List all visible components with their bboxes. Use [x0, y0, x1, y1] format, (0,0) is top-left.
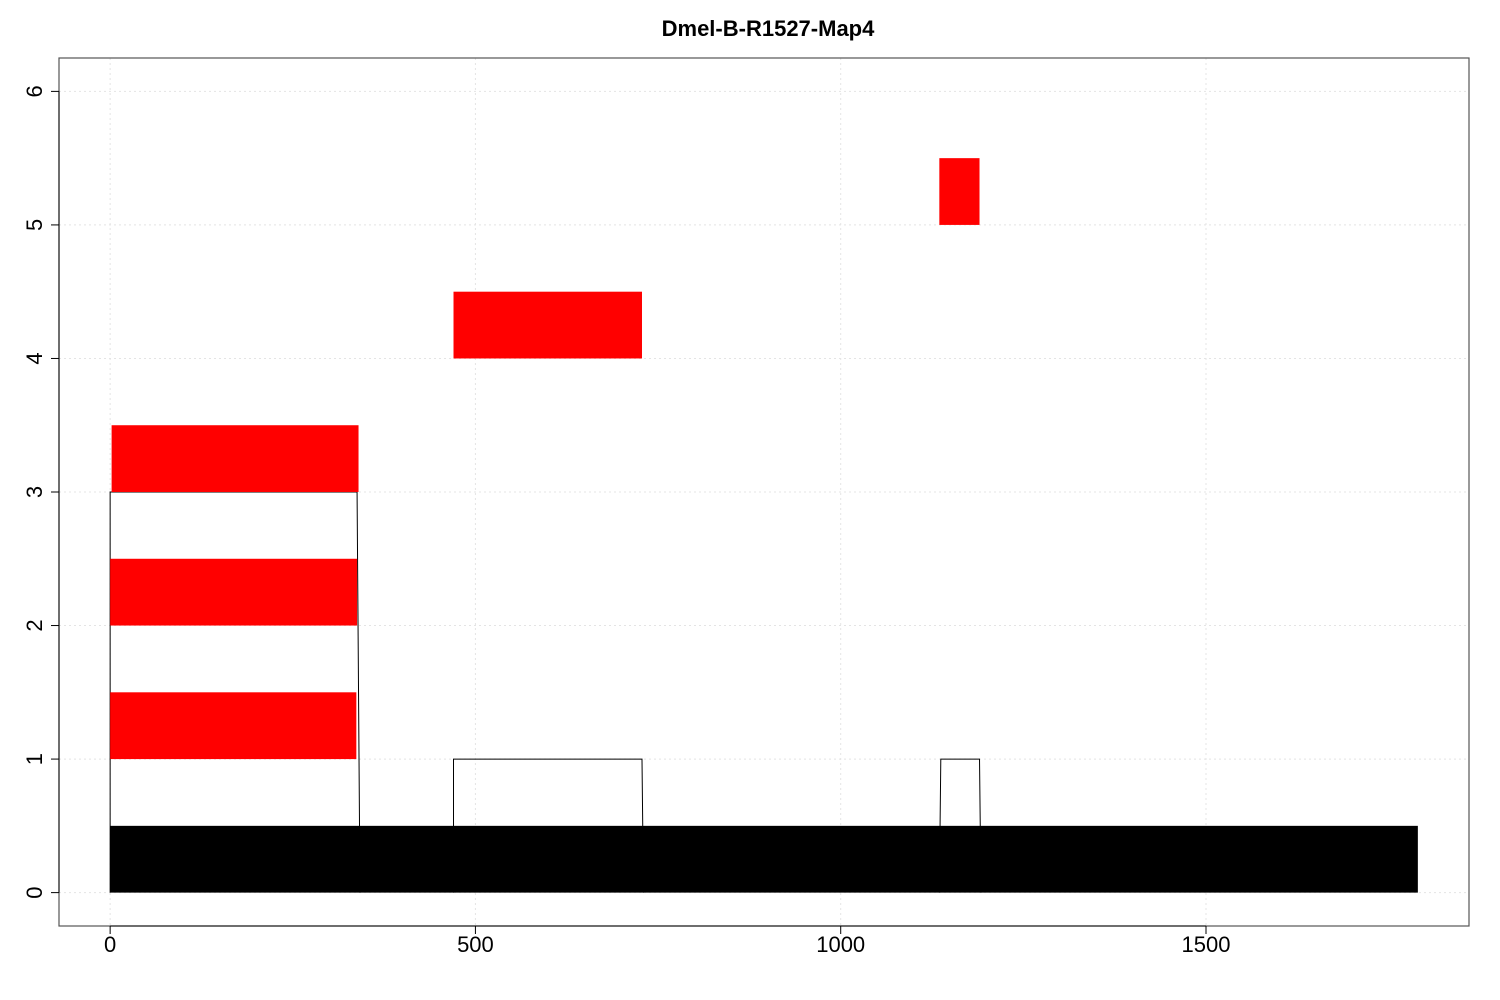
- outline-path: [938, 758, 982, 893]
- segment-layer: [110, 158, 980, 760]
- outline-path: [453, 758, 644, 893]
- y-axis: 0 1 2 3 4 5 6: [22, 85, 60, 899]
- x-tick-label: 500: [457, 932, 494, 957]
- y-tick-label: 4: [22, 352, 47, 364]
- chart-title: Dmel-B-R1527-Map4: [661, 16, 875, 41]
- segment-bar: [453, 291, 642, 359]
- x-tick-label: 1500: [1182, 932, 1231, 957]
- y-tick-label: 2: [22, 619, 47, 631]
- y-tick-label: 6: [22, 85, 47, 97]
- baseline-bar-layer: [110, 825, 1418, 893]
- x-axis: 0 500 1000 1500: [104, 925, 1231, 957]
- segment-bar: [110, 692, 357, 760]
- x-tick-label: 0: [104, 932, 116, 957]
- y-tick-label: 1: [22, 753, 47, 765]
- y-tick-label: 0: [22, 886, 47, 898]
- baseline-bar: [110, 825, 1418, 893]
- x-tick-label: 1000: [816, 932, 865, 957]
- segment-bar: [110, 558, 358, 626]
- y-tick-label: 5: [22, 219, 47, 231]
- segment-bar: [111, 425, 359, 492]
- y-tick-label: 3: [22, 486, 47, 498]
- segment-bar: [939, 158, 980, 225]
